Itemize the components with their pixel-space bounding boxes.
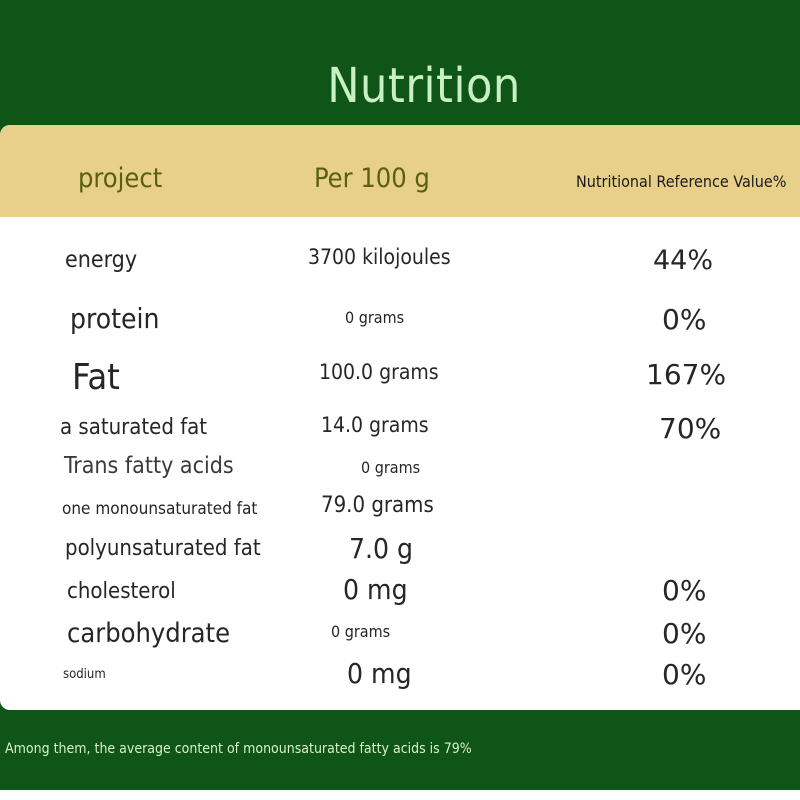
row-polyunsaturated-fat-value: 7.0 g (349, 532, 414, 565)
row-protein-value: 0 grams (345, 308, 405, 327)
table-header: project Per 100 g Nutritional Reference … (0, 125, 800, 217)
header-per-100g: Per 100 g (314, 163, 430, 194)
row-sodium-item: sodium (63, 667, 106, 682)
row-trans-fat-item: Trans fatty acids (64, 453, 234, 479)
row-energy-nrv: 44% (653, 245, 714, 276)
row-sodium-value: 0 mg (347, 657, 412, 690)
row-energy-item: energy (65, 247, 138, 273)
header-item: project (78, 163, 163, 194)
row-carbohydrate-value: 0 grams (331, 622, 391, 641)
page-title: Nutrition (327, 58, 521, 114)
header-nrv: Nutritional Reference Value% (576, 172, 787, 191)
row-carbohydrate-nrv: 0% (662, 617, 707, 650)
footnote: Among them, the average content of monou… (5, 741, 472, 757)
row-energy-value: 3700 kilojoules (308, 245, 451, 269)
row-cholesterol-item: cholesterol (67, 579, 176, 604)
row-cholesterol-value: 0 mg (343, 573, 408, 606)
row-saturated-fat-value: 14.0 grams (321, 413, 429, 437)
bottom-strip (0, 790, 800, 800)
row-saturated-fat-nrv: 70% (659, 412, 722, 445)
row-carbohydrate-item: carbohydrate (67, 618, 231, 649)
row-cholesterol-nrv: 0% (662, 574, 707, 607)
row-monounsaturated-fat-value: 79.0 grams (321, 493, 434, 518)
row-monounsaturated-fat-item: one monounsaturated fat (62, 499, 258, 519)
row-sodium-nrv: 0% (662, 658, 707, 691)
row-saturated-fat-item: a saturated fat (60, 415, 208, 440)
row-protein-item: protein (70, 302, 160, 335)
row-fat-nrv: 167% (646, 358, 727, 391)
nutrition-table: project Per 100 g Nutritional Reference … (0, 125, 800, 710)
row-fat-item: Fat (72, 357, 120, 398)
row-polyunsaturated-fat-item: polyunsaturated fat (65, 536, 261, 561)
row-fat-value: 100.0 grams (319, 360, 439, 384)
row-protein-nrv: 0% (662, 303, 707, 336)
row-trans-fat-value: 0 grams (361, 458, 421, 477)
